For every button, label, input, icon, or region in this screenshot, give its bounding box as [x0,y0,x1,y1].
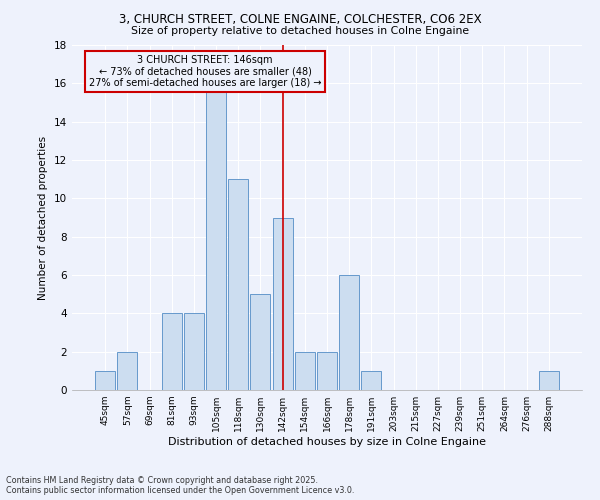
X-axis label: Distribution of detached houses by size in Colne Engaine: Distribution of detached houses by size … [168,437,486,447]
Text: Size of property relative to detached houses in Colne Engaine: Size of property relative to detached ho… [131,26,469,36]
Bar [228,179,248,390]
Bar [206,64,226,390]
Bar [118,352,137,390]
Text: 3 CHURCH STREET: 146sqm
← 73% of detached houses are smaller (48)
27% of semi-de: 3 CHURCH STREET: 146sqm ← 73% of detache… [89,54,321,88]
Bar [95,371,115,390]
Bar [295,352,315,390]
Bar [317,352,337,390]
Bar [250,294,271,390]
Bar [339,275,359,390]
Bar [184,314,204,390]
Bar [539,371,559,390]
Bar [272,218,293,390]
Text: 3, CHURCH STREET, COLNE ENGAINE, COLCHESTER, CO6 2EX: 3, CHURCH STREET, COLNE ENGAINE, COLCHES… [119,12,481,26]
Bar [162,314,182,390]
Y-axis label: Number of detached properties: Number of detached properties [38,136,49,300]
Text: Contains HM Land Registry data © Crown copyright and database right 2025.
Contai: Contains HM Land Registry data © Crown c… [6,476,355,495]
Bar [361,371,382,390]
